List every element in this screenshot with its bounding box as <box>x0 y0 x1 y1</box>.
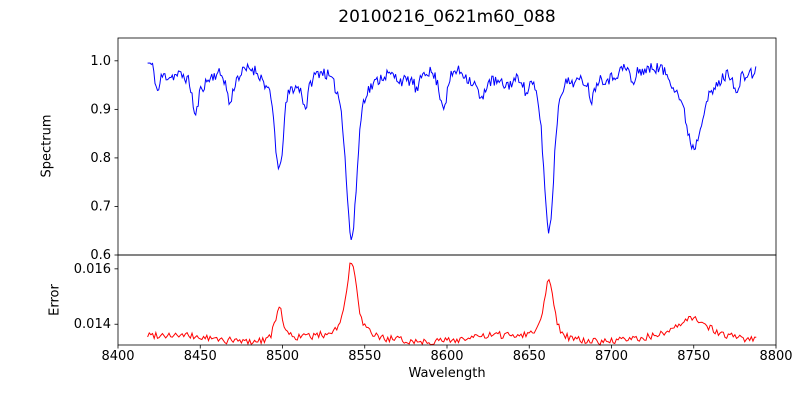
y-tick-label: 0.9 <box>90 102 111 117</box>
spectrum-series <box>147 62 757 241</box>
y-tick-label: 0.6 <box>90 248 111 263</box>
x-axis-label: Wavelength <box>408 366 486 381</box>
x-tick-label: 8750 <box>677 349 710 364</box>
panel-border <box>117 37 777 256</box>
panel-border <box>117 254 777 346</box>
x-tick-label: 8800 <box>759 349 792 364</box>
x-tick-label: 8450 <box>184 349 217 364</box>
y-tick-label: 0.7 <box>90 199 111 214</box>
x-tick-label: 8650 <box>513 349 546 364</box>
x-tick-label: 8500 <box>266 349 299 364</box>
x-tick-label: 8600 <box>430 349 463 364</box>
x-tick-label: 8700 <box>595 349 628 364</box>
chart-title: 20100216_0621m60_088 <box>338 7 556 27</box>
error-series <box>147 262 757 346</box>
x-tick-label: 8550 <box>348 349 381 364</box>
y-tick-label: 0.014 <box>74 317 111 332</box>
y-tick-label: 0.016 <box>74 262 111 277</box>
x-tick-label: 8400 <box>101 349 134 364</box>
y-tick-label: 1.0 <box>90 54 111 69</box>
y-tick-label: 0.8 <box>90 151 111 166</box>
